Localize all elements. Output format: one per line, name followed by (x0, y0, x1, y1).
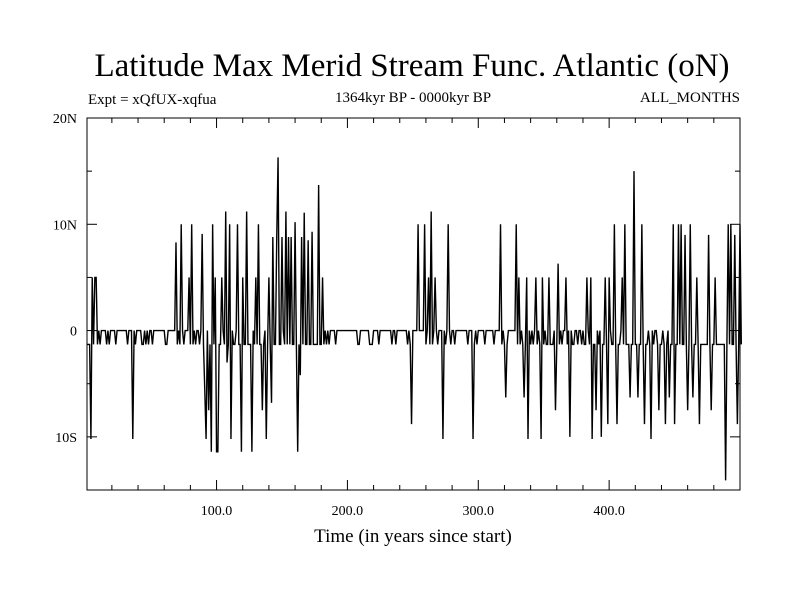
y-tick-label: 10S (55, 431, 77, 446)
chart-subtitle-period: 1364kyr BP - 0000kyr BP (335, 90, 491, 106)
plot-frame (86, 117, 741, 491)
x-tick-label: 300.0 (463, 504, 495, 519)
chart-subtitle-months: ALL_MONTHS (640, 90, 740, 106)
y-tick-label: 0 (70, 325, 77, 340)
chart-subtitle-experiment: Expt = xQfUX-xqfua (88, 92, 217, 108)
x-axis-label: Time (in years since start) (314, 526, 512, 547)
x-axis: 100.0 200.0 300.0 400.0 (111, 118, 715, 519)
chart-title: Latitude Max Merid Stream Func. Atlantic… (94, 48, 729, 84)
x-tick-label: 400.0 (593, 504, 625, 519)
y-axis: 20N 10N 0 10S (53, 112, 740, 491)
x-tick-label: 100.0 (201, 504, 233, 519)
y-tick-label: 10N (53, 218, 77, 233)
x-tick-label: 200.0 (332, 504, 364, 519)
series-line (87, 157, 743, 481)
y-tick-label: 20N (53, 112, 77, 127)
plot-area (87, 157, 743, 481)
